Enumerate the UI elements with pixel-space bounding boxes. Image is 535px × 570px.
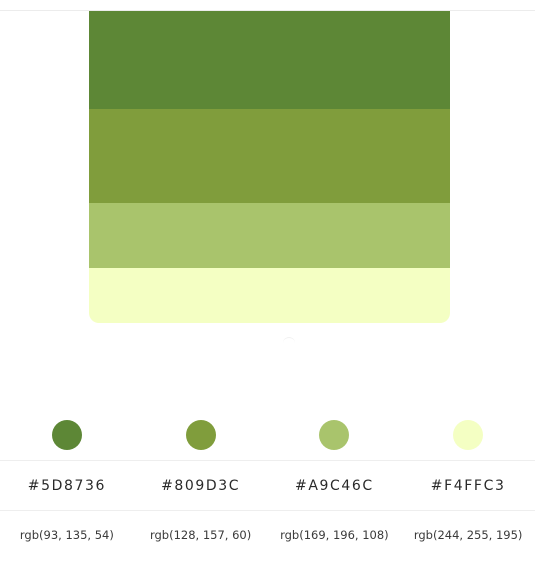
swatch-cell	[401, 418, 535, 452]
hex-code-3[interactable]: #A9C46C	[294, 478, 374, 494]
rgb-code-3[interactable]: rgb(169, 196, 108)	[280, 528, 389, 542]
palette-band-1[interactable]	[89, 11, 450, 109]
palette-band-4[interactable]	[89, 268, 450, 323]
rgb-code-row: rgb(93, 135, 54) rgb(128, 157, 60) rgb(1…	[0, 524, 535, 546]
swatch-cell	[268, 418, 402, 452]
rgb-code-2[interactable]: rgb(128, 157, 60)	[149, 528, 252, 542]
rgb-code-1[interactable]: rgb(93, 135, 54)	[19, 528, 114, 542]
color-swatch-3[interactable]	[319, 420, 350, 450]
row-divider	[0, 510, 535, 511]
top-divider	[0, 10, 535, 11]
hex-code-row: #5D8736 #809D3C #A9C46C #F4FFC3	[0, 473, 535, 499]
swatch-cell	[134, 418, 268, 452]
palette-band-3[interactable]	[89, 203, 450, 268]
swatch-cell	[0, 418, 134, 452]
palette-preview	[89, 11, 450, 323]
swatch-circle-row	[0, 418, 535, 452]
hex-code-4[interactable]: #F4FFC3	[430, 478, 506, 494]
faint-indicator	[283, 337, 295, 343]
color-swatch-1[interactable]	[51, 420, 82, 450]
palette-band-2[interactable]	[89, 109, 450, 203]
rgb-code-4[interactable]: rgb(244, 255, 195)	[413, 528, 523, 542]
hex-code-1[interactable]: #5D8736	[27, 478, 106, 494]
row-divider	[0, 460, 535, 461]
color-swatch-4[interactable]	[453, 420, 484, 450]
color-swatch-2[interactable]	[185, 420, 216, 450]
hex-code-2[interactable]: #809D3C	[161, 478, 241, 494]
